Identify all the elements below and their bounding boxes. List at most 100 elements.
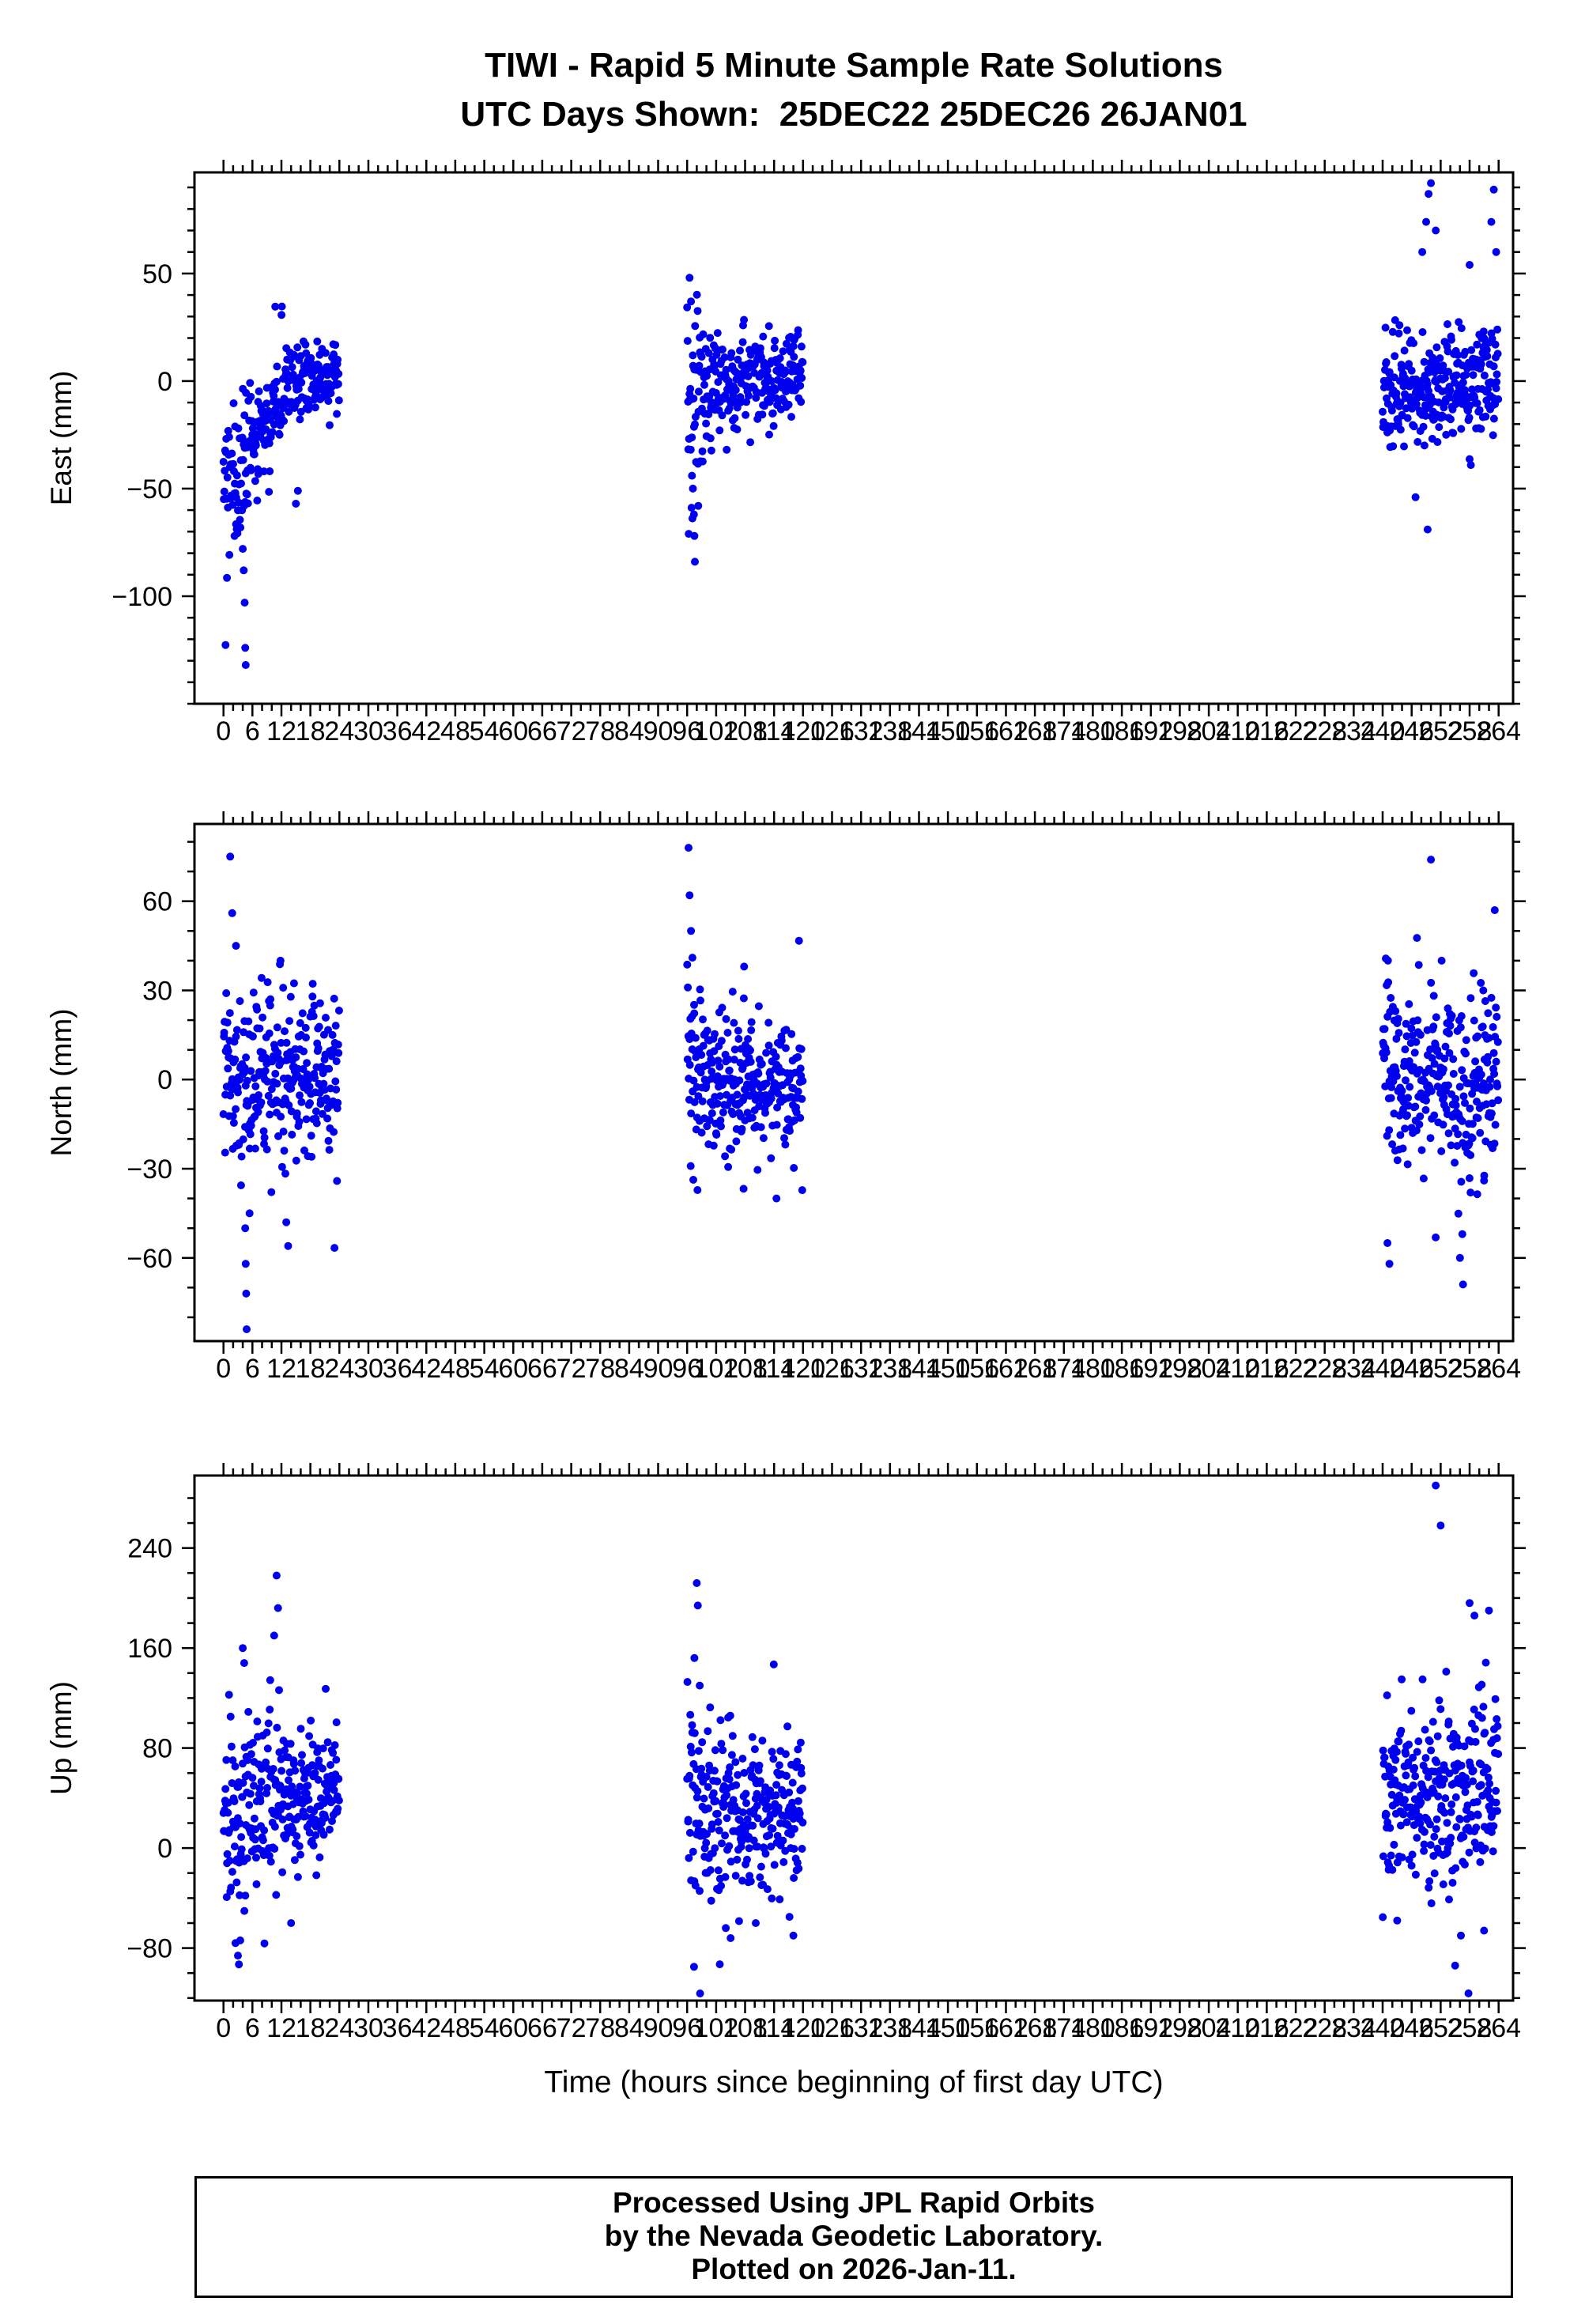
data-point	[297, 1759, 306, 1767]
data-point	[693, 1186, 702, 1194]
x-tick-label: 48	[440, 716, 470, 746]
data-point	[1414, 961, 1423, 969]
data-point	[756, 1777, 764, 1786]
data-point	[749, 1090, 758, 1098]
data-point	[797, 342, 806, 351]
data-point	[734, 1034, 743, 1043]
data-point	[1379, 1852, 1387, 1861]
data-point	[326, 1761, 334, 1769]
data-point	[1440, 1093, 1448, 1102]
data-point	[1459, 1280, 1467, 1289]
data-point	[772, 1052, 780, 1061]
y-tick-label: 0	[157, 367, 172, 397]
data-point	[737, 398, 745, 406]
x-tick-label: 240	[1361, 716, 1406, 746]
data-point	[1410, 1821, 1418, 1830]
x-tick-label: 264	[1476, 716, 1521, 746]
data-point	[683, 1678, 692, 1686]
data-point	[270, 1823, 279, 1831]
data-point	[1451, 1101, 1460, 1109]
data-point	[292, 1832, 301, 1841]
data-point-outlier	[241, 661, 250, 669]
data-point	[304, 1795, 313, 1804]
data-point	[694, 387, 703, 396]
data-point	[259, 1836, 267, 1845]
data-point	[738, 1838, 745, 1846]
data-point	[334, 1774, 343, 1783]
data-point	[1487, 1109, 1496, 1118]
data-point	[237, 479, 245, 488]
data-point	[1457, 425, 1466, 433]
data-point	[238, 433, 247, 442]
data-point	[275, 430, 284, 439]
data-point	[236, 1820, 244, 1827]
data-point	[1493, 1082, 1502, 1090]
data-point	[289, 1759, 298, 1768]
data-point	[266, 1706, 274, 1714]
data-point	[1440, 1054, 1449, 1063]
data-point	[323, 1114, 332, 1123]
data-point	[715, 1062, 724, 1071]
data-point	[1382, 1810, 1391, 1819]
x-tick-label: 174	[1041, 2013, 1086, 2043]
data-point	[1402, 1771, 1410, 1780]
data-point	[730, 1056, 738, 1064]
data-point	[739, 994, 748, 1003]
data-point	[248, 1774, 257, 1782]
data-point-outlier	[1480, 1177, 1489, 1185]
data-point	[221, 641, 230, 649]
data-point	[1457, 1012, 1466, 1020]
data-point	[699, 330, 708, 338]
data-point	[305, 1083, 314, 1091]
data-point	[1402, 1076, 1410, 1085]
data-point	[257, 1778, 266, 1786]
data-point	[302, 1789, 311, 1798]
data-point	[1412, 400, 1421, 409]
data-point	[250, 1782, 258, 1790]
data-point	[1457, 324, 1466, 333]
data-point	[742, 1789, 750, 1798]
data-point-outlier	[1458, 1230, 1466, 1238]
data-point	[1386, 1823, 1395, 1832]
x-tick-label: 96	[672, 716, 702, 746]
data-point	[315, 999, 324, 1007]
data-point	[259, 1127, 268, 1136]
x-tick-label: 102	[694, 716, 739, 746]
data-point	[738, 1876, 746, 1885]
data-point	[1401, 1796, 1409, 1804]
x-tick-label: 150	[926, 1354, 971, 1384]
data-point	[250, 1814, 259, 1823]
data-point	[727, 349, 736, 357]
x-tick-label: 180	[1070, 2013, 1115, 2043]
data-point	[334, 369, 343, 378]
data-point	[1479, 327, 1488, 336]
data-point	[296, 1018, 304, 1027]
data-point-outlier	[688, 471, 696, 480]
data-point	[1479, 1702, 1488, 1711]
data-point	[315, 350, 324, 359]
data-point	[798, 1784, 806, 1793]
data-point	[265, 439, 274, 448]
data-point-outlier	[276, 956, 285, 965]
data-point	[1410, 339, 1418, 347]
data-point	[1379, 407, 1387, 416]
data-point	[307, 353, 315, 362]
data-point	[719, 1746, 727, 1755]
data-point	[716, 1116, 725, 1124]
data-point	[334, 1098, 342, 1107]
data-point	[1482, 346, 1491, 354]
data-point	[324, 1136, 333, 1145]
data-point	[334, 1007, 343, 1015]
data-point	[267, 1188, 276, 1196]
data-point	[1416, 1791, 1425, 1800]
data-point	[232, 1105, 240, 1113]
data-point	[1392, 389, 1401, 398]
data-point	[1490, 1139, 1499, 1148]
data-point	[1446, 1839, 1455, 1848]
x-tick-label: 120	[780, 716, 825, 746]
data-point	[327, 1052, 336, 1060]
x-tick-label: 156	[954, 716, 999, 746]
data-point	[726, 1711, 734, 1720]
data-point	[1430, 1060, 1439, 1068]
data-point	[255, 387, 263, 395]
